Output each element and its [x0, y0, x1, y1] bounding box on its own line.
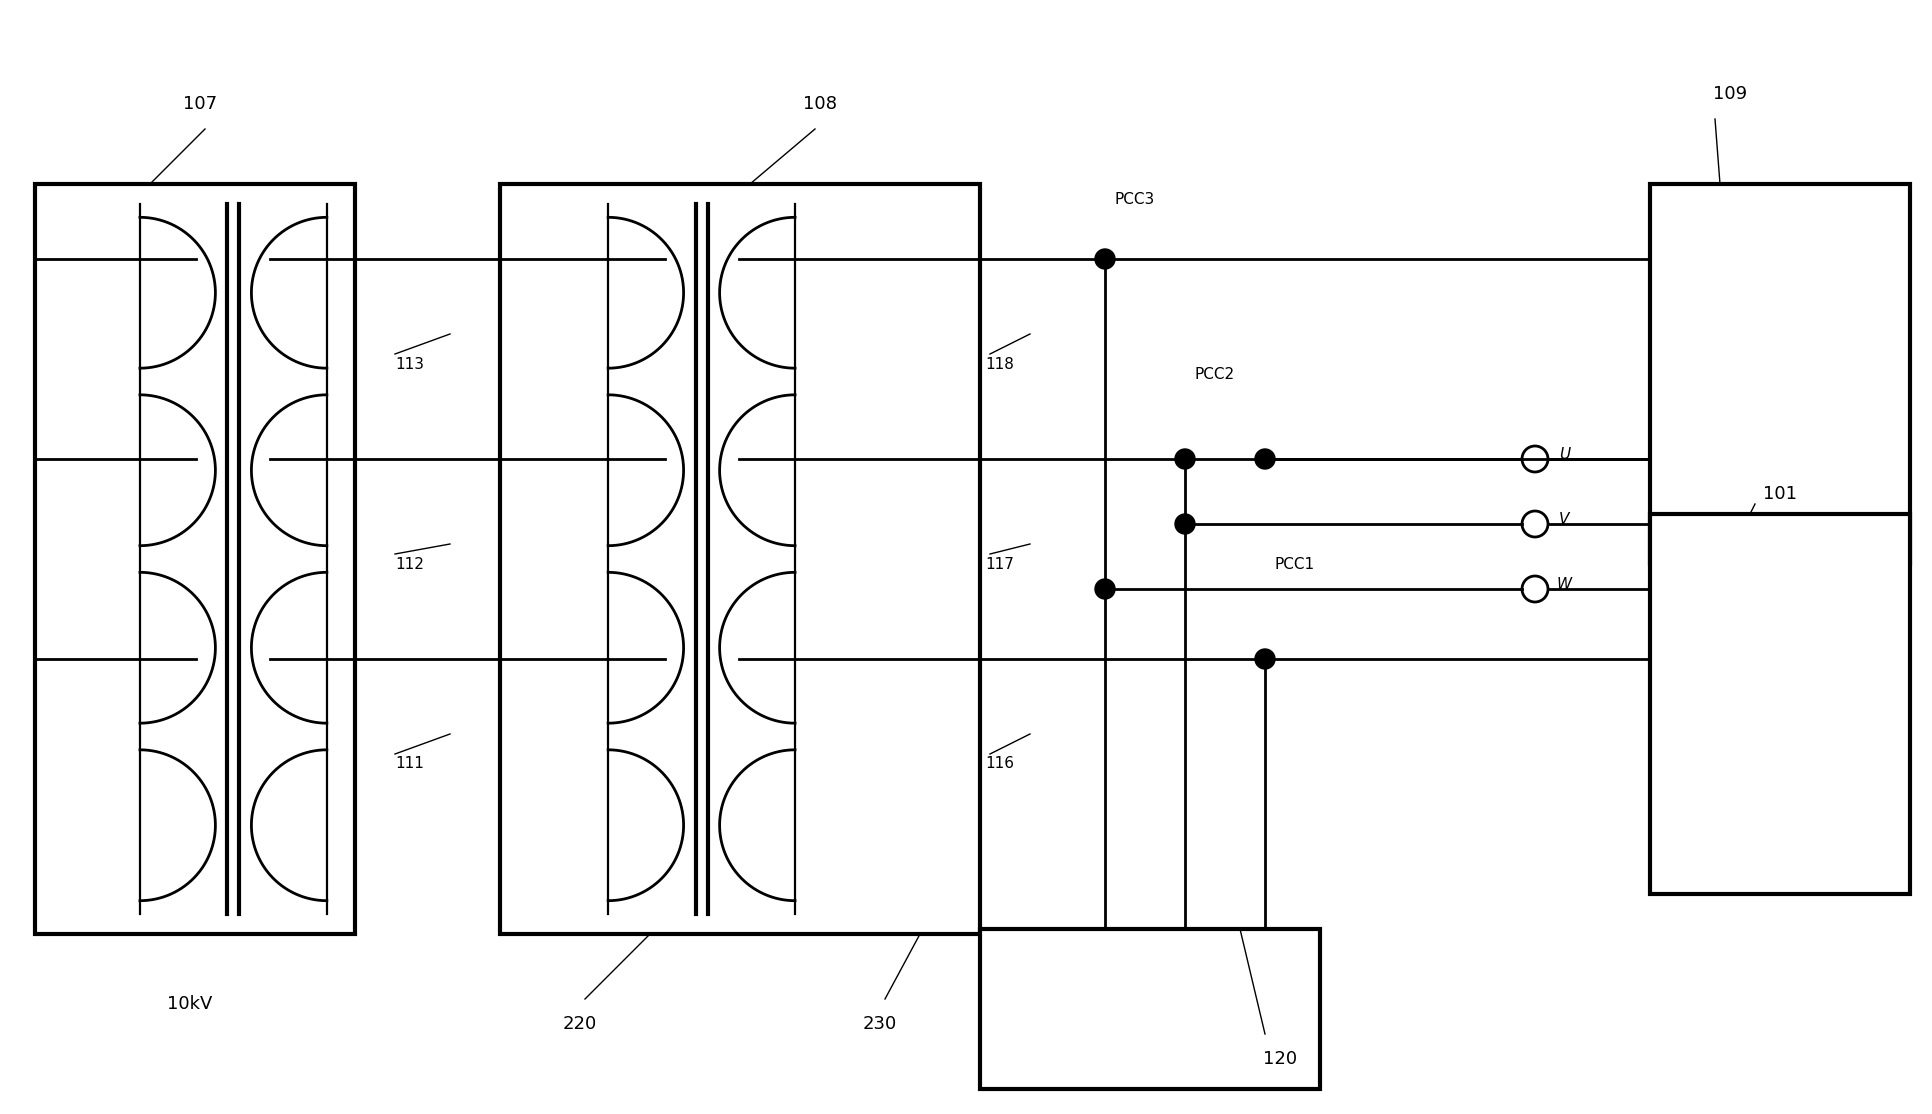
Text: PCC2: PCC2: [1196, 367, 1235, 381]
Text: 117: 117: [985, 557, 1014, 571]
Bar: [1650, 184, 1911, 564]
Text: 111: 111: [396, 756, 425, 772]
Bar: [980, 929, 1320, 1089]
Circle shape: [1175, 449, 1196, 469]
Text: 112: 112: [396, 557, 425, 571]
Text: PCC1: PCC1: [1275, 557, 1316, 571]
Circle shape: [1095, 250, 1115, 268]
Text: 113: 113: [396, 356, 425, 371]
Bar: [35, 184, 355, 934]
Text: 230: 230: [864, 1015, 896, 1033]
Text: $U$: $U$: [1559, 446, 1571, 462]
Text: 10kV: 10kV: [168, 995, 213, 1013]
Text: 107: 107: [184, 95, 216, 113]
Text: 108: 108: [804, 95, 837, 113]
Text: PCC3: PCC3: [1115, 192, 1155, 206]
Text: 120: 120: [1264, 1051, 1296, 1068]
Text: $V$: $V$: [1559, 511, 1571, 527]
Text: 101: 101: [1764, 485, 1797, 504]
Text: 118: 118: [985, 356, 1014, 371]
Text: 220: 220: [562, 1015, 597, 1033]
Bar: [1650, 514, 1911, 895]
Text: 109: 109: [1714, 85, 1747, 102]
Circle shape: [1175, 514, 1196, 534]
Bar: [500, 184, 980, 934]
Text: $W$: $W$: [1555, 576, 1575, 592]
Circle shape: [1256, 449, 1275, 469]
Text: 116: 116: [985, 756, 1014, 772]
Circle shape: [1095, 579, 1115, 599]
Circle shape: [1256, 649, 1275, 670]
